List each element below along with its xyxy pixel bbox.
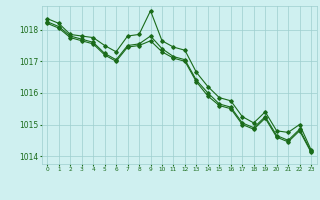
Text: Graphe pression niveau de la mer (hPa): Graphe pression niveau de la mer (hPa) (59, 182, 261, 192)
